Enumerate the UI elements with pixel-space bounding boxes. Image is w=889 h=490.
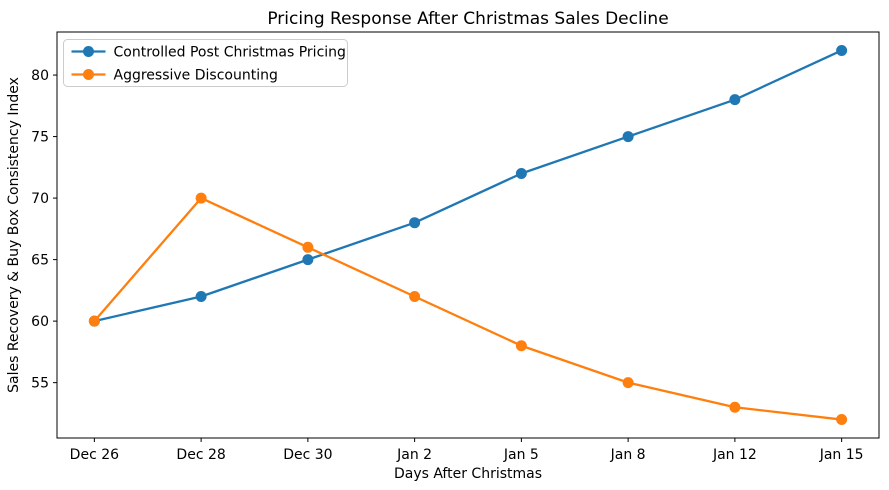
x-tick-label: Dec 26 <box>70 447 119 463</box>
y-tick-label: 80 <box>31 68 49 84</box>
data-point-marker-1 <box>88 315 100 327</box>
x-tick-label: Dec 28 <box>176 447 225 463</box>
y-axis-label: Sales Recovery & Buy Box Consistency Ind… <box>6 77 22 393</box>
x-tick-label: Jan 8 <box>610 447 646 463</box>
x-tick-label: Jan 12 <box>712 447 757 463</box>
y-tick-label: 75 <box>31 130 49 146</box>
plot-area <box>57 32 879 438</box>
data-point-marker-1 <box>409 291 421 303</box>
data-point-marker-1 <box>622 377 634 389</box>
x-tick-label: Jan 15 <box>819 447 864 463</box>
legend-entry-label-1: Aggressive Discounting <box>114 68 278 84</box>
legend-sample-marker-1 <box>83 69 94 80</box>
data-point-marker-1 <box>302 241 314 253</box>
data-point-marker-1 <box>515 340 527 352</box>
data-point-marker-1 <box>195 192 207 204</box>
x-tick-label: Dec 30 <box>283 447 332 463</box>
x-axis-label: Days After Christmas <box>394 466 542 482</box>
data-point-marker-0 <box>836 44 848 56</box>
data-point-marker-1 <box>836 414 848 426</box>
y-tick-label: 70 <box>31 191 49 207</box>
data-point-marker-1 <box>729 401 741 413</box>
x-tick-label: Jan 2 <box>396 447 432 463</box>
plot-border <box>56 31 880 439</box>
series-line-0 <box>93 49 843 323</box>
data-point-marker-0 <box>195 291 207 303</box>
data-point-marker-0 <box>729 94 741 106</box>
data-point-marker-0 <box>409 217 421 229</box>
legend-sample-marker-0 <box>83 46 94 57</box>
data-point-marker-0 <box>515 167 527 179</box>
series-line-1 <box>93 196 843 421</box>
legend-box <box>63 39 348 87</box>
legend-entry-label-0: Controlled Post Christmas Pricing <box>114 45 346 61</box>
y-tick-label: 60 <box>31 314 49 330</box>
y-tick-label: 65 <box>31 253 49 269</box>
x-tick-label: Jan 5 <box>503 447 539 463</box>
data-point-marker-0 <box>302 254 314 266</box>
chart-title: Pricing Response After Christmas Sales D… <box>267 9 668 29</box>
data-point-marker-0 <box>622 131 634 143</box>
y-tick-label: 55 <box>31 376 49 392</box>
